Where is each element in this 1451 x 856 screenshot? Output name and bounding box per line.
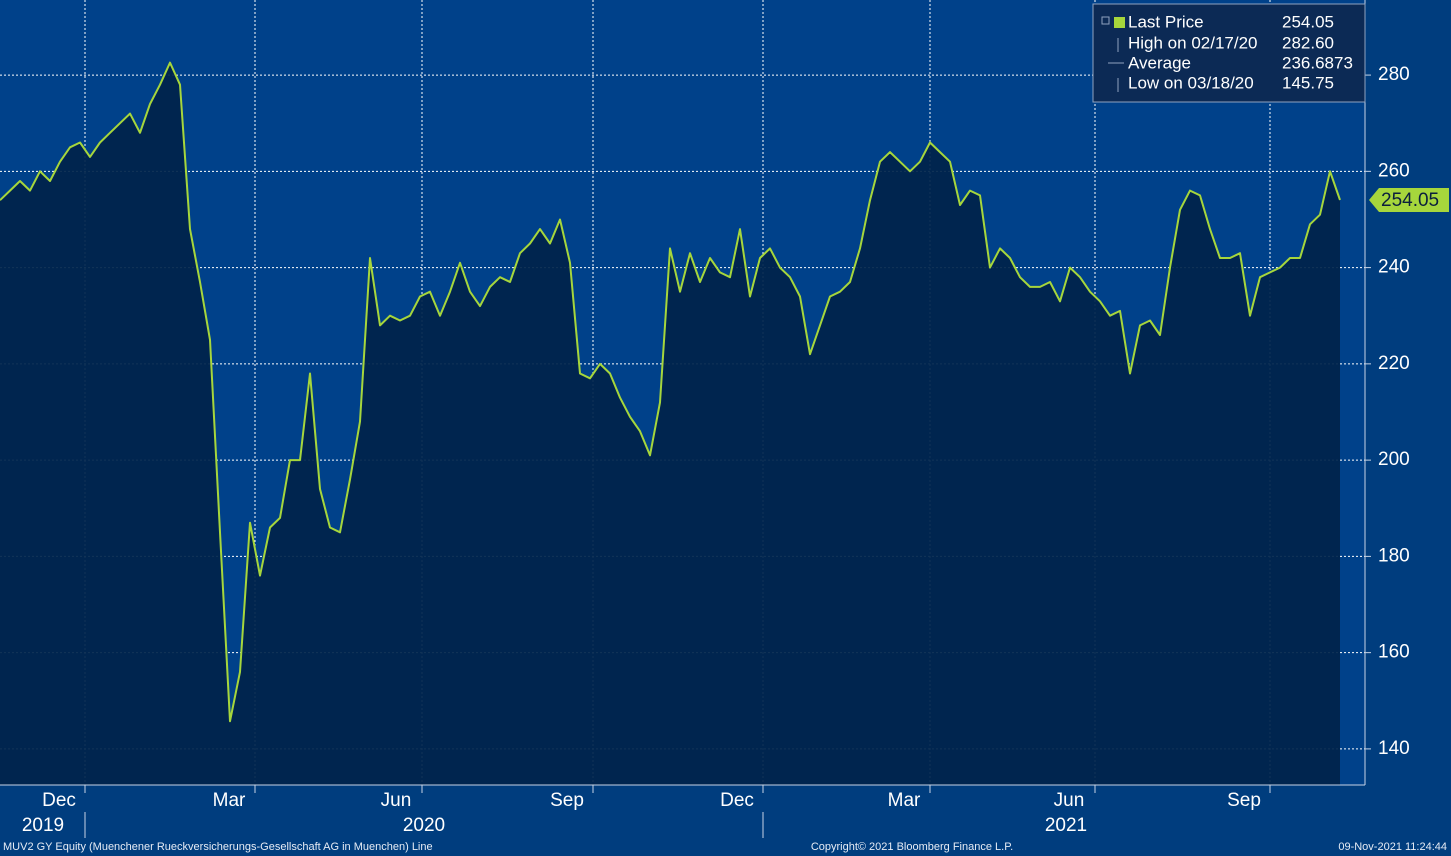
year-label: 2019 (22, 815, 64, 836)
legend-value: 145.75 (1282, 73, 1334, 92)
x-tick-label: Dec (720, 790, 754, 811)
footer-center: Copyright© 2021 Bloomberg Finance L.P. (811, 841, 1013, 853)
legend-box (1092, 3, 1366, 103)
legend-value: 254.05 (1282, 12, 1334, 31)
y-tick-label: 160 (1378, 642, 1410, 663)
x-tick-label: Dec (42, 790, 76, 811)
legend-value: 236.6873 (1282, 53, 1353, 72)
y-tick-label: 220 (1378, 353, 1410, 374)
legend-value: 282.60 (1282, 33, 1334, 52)
y-tick-label: 200 (1378, 449, 1410, 470)
marks (0, 61, 1341, 786)
legend: Last Price 254.05 High on 02/17/20 282.6… (1092, 3, 1366, 103)
legend-icon (1101, 16, 1110, 25)
x-tick-label: Mar (213, 790, 246, 811)
last-price-label: 254.05 (1381, 190, 1439, 211)
x-tick-label: Jun (381, 790, 412, 811)
x-tick-label: Mar (888, 790, 921, 811)
x-tick-label: Sep (1227, 790, 1261, 811)
footer-left: MUV2 GY Equity (Muenchener Rueckversiche… (3, 841, 433, 853)
y-tick-label: 180 (1378, 545, 1410, 566)
legend-label: High on 02/17/20 (1128, 33, 1258, 52)
year-label: 2020 (403, 815, 445, 836)
x-tick-label: Jun (1054, 790, 1085, 811)
area (0, 62, 1340, 786)
legend-swatch (1114, 17, 1125, 28)
y-tick-label: 140 (1378, 738, 1410, 759)
year-label: 2021 (1045, 815, 1087, 836)
legend-label: Average (1128, 53, 1191, 72)
footer-right: 09-Nov-2021 11:24:44 (1338, 841, 1447, 853)
x-tick-label: Sep (550, 790, 584, 811)
legend-label: Last Price (1128, 12, 1204, 31)
legend-label: Low on 03/18/20 (1128, 73, 1254, 92)
last-price-tag (1369, 187, 1449, 212)
y-tick-label: 240 (1378, 257, 1410, 278)
y-tick-label: 260 (1378, 160, 1410, 181)
y-tick-label: 280 (1378, 64, 1410, 85)
line (0, 61, 1341, 723)
axes: 140 160 180 200 220 240 260 280 Dec Mar Jun Sep Dec M… (42, 64, 1449, 811)
